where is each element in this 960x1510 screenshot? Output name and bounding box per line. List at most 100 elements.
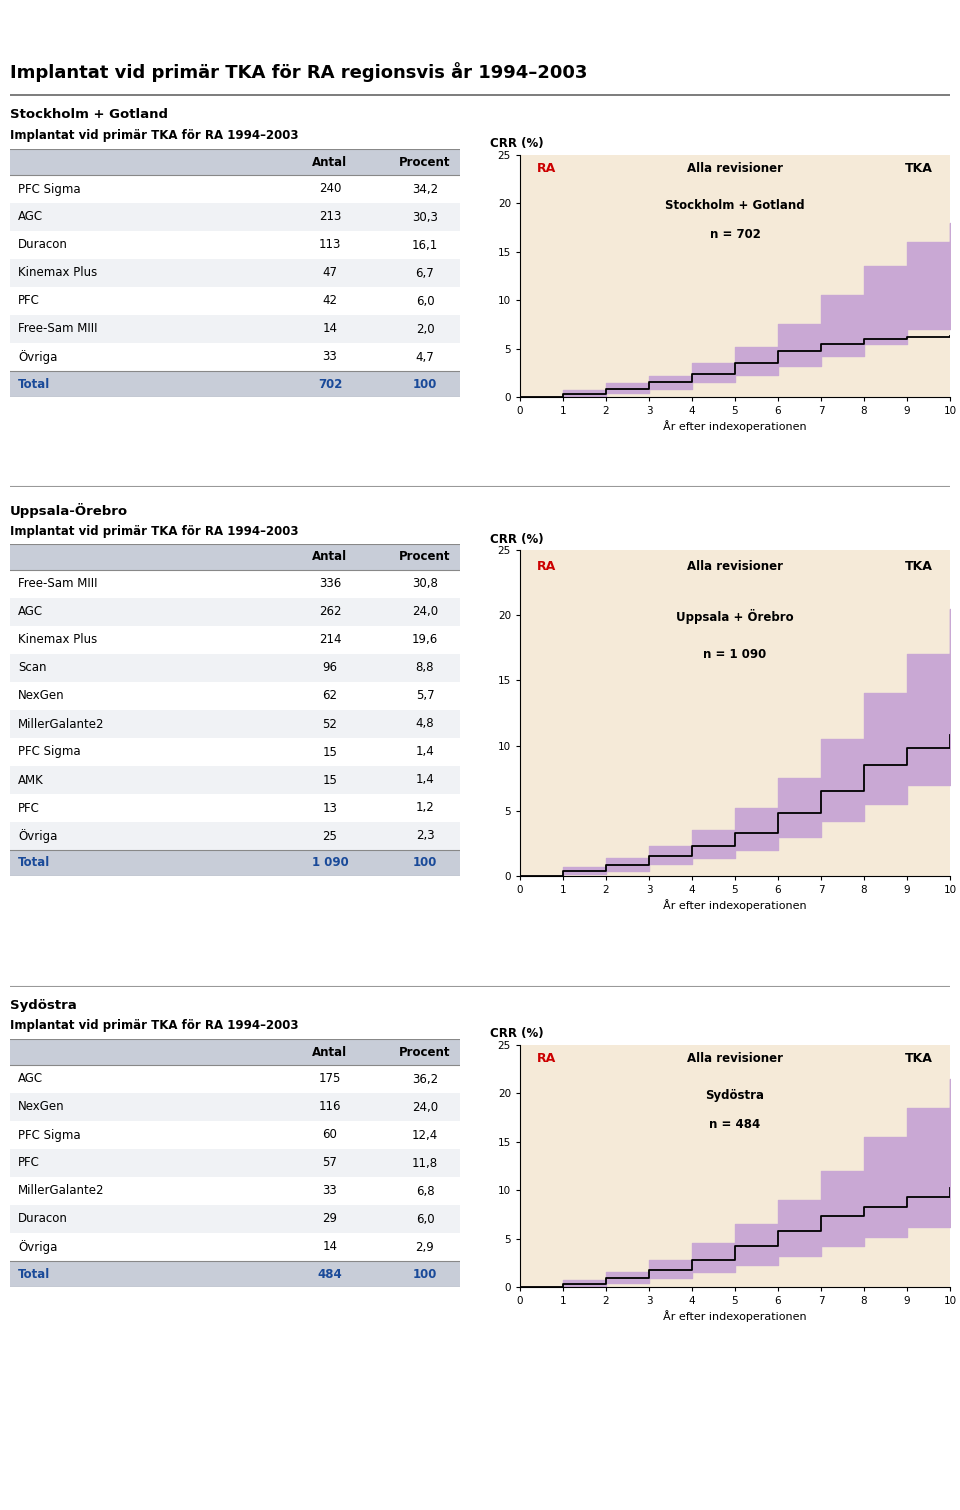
Text: 13: 13 xyxy=(323,802,337,814)
Bar xyxy=(10,1205,460,1234)
Text: Scan: Scan xyxy=(18,661,46,675)
Text: NexGen: NexGen xyxy=(18,690,64,702)
Text: NexGen: NexGen xyxy=(18,1101,64,1113)
Text: 25: 25 xyxy=(323,829,337,843)
Text: Övriga: Övriga xyxy=(18,1240,58,1253)
Text: 240: 240 xyxy=(319,183,341,195)
Text: 62: 62 xyxy=(323,690,338,702)
Text: PFC Sigma: PFC Sigma xyxy=(18,1128,81,1142)
X-axis label: År efter indexoperationen: År efter indexoperationen xyxy=(663,420,806,432)
Text: 24,0: 24,0 xyxy=(412,606,438,619)
Text: Free-Sam MIII: Free-Sam MIII xyxy=(18,323,98,335)
Text: 96: 96 xyxy=(323,661,338,675)
Text: Implantat vid primär TKA för RA regionsvis år 1994–2003: Implantat vid primär TKA för RA regionsv… xyxy=(10,62,588,83)
Text: n = 1 090: n = 1 090 xyxy=(704,648,767,661)
Text: 214: 214 xyxy=(319,634,341,646)
Text: Implantat vid primär TKA för RA 1994–2003: Implantat vid primär TKA för RA 1994–200… xyxy=(10,130,299,142)
Text: Sydöstra: Sydöstra xyxy=(706,1089,764,1102)
Text: Sydöstra: Sydöstra xyxy=(10,998,77,1012)
Text: 1,2: 1,2 xyxy=(416,802,434,814)
Text: 24,0: 24,0 xyxy=(412,1101,438,1113)
Text: 100: 100 xyxy=(413,1267,437,1280)
Text: Total: Total xyxy=(18,856,50,870)
Bar xyxy=(10,149,460,175)
Text: 6,8: 6,8 xyxy=(416,1184,434,1197)
Text: 11,8: 11,8 xyxy=(412,1157,438,1170)
Text: 16,1: 16,1 xyxy=(412,239,438,252)
Text: RA: RA xyxy=(538,560,557,572)
X-axis label: År efter indexoperationen: År efter indexoperationen xyxy=(663,1311,806,1323)
Text: Kinemax Plus: Kinemax Plus xyxy=(18,266,97,279)
Text: n = 484: n = 484 xyxy=(709,1117,760,1131)
Bar xyxy=(10,821,460,850)
Bar xyxy=(10,1093,460,1120)
Text: 57: 57 xyxy=(323,1157,337,1170)
Text: n = 702: n = 702 xyxy=(709,228,760,240)
Text: AMK: AMK xyxy=(18,773,44,787)
Text: 100: 100 xyxy=(413,378,437,391)
Text: 113: 113 xyxy=(319,239,341,252)
Text: Total: Total xyxy=(18,378,50,391)
Text: Uppsala-Örebro: Uppsala-Örebro xyxy=(10,503,128,518)
Text: Alla revisioner: Alla revisioner xyxy=(687,162,783,175)
Text: ÅRSRAPPORT 2005 – SVENSKA KNÄPLASTIKREGISTRET – DEL II: ÅRSRAPPORT 2005 – SVENSKA KNÄPLASTIKREGI… xyxy=(12,12,480,24)
Text: PFC: PFC xyxy=(18,294,40,308)
Text: 42: 42 xyxy=(323,294,338,308)
Text: 34,2: 34,2 xyxy=(412,183,438,195)
Text: 1,4: 1,4 xyxy=(416,746,434,758)
Text: Antal: Antal xyxy=(312,156,348,169)
Text: TKA: TKA xyxy=(905,560,933,572)
Text: 47: 47 xyxy=(323,266,338,279)
Text: 213: 213 xyxy=(319,210,341,223)
Text: Övriga: Övriga xyxy=(18,829,58,843)
Text: 15: 15 xyxy=(323,746,337,758)
Text: 484: 484 xyxy=(318,1267,343,1280)
Text: PFC: PFC xyxy=(18,1157,40,1170)
Text: MillerGalante2: MillerGalante2 xyxy=(18,717,105,731)
Text: 6,0: 6,0 xyxy=(416,294,434,308)
Bar xyxy=(10,1261,460,1287)
Text: 19,6: 19,6 xyxy=(412,634,438,646)
Text: AGC: AGC xyxy=(18,606,43,619)
Text: 60: 60 xyxy=(323,1128,337,1142)
Text: RA: RA xyxy=(538,1052,557,1065)
Text: TKA: TKA xyxy=(905,1052,933,1065)
Text: 336: 336 xyxy=(319,577,341,590)
Text: Antal: Antal xyxy=(312,1045,348,1059)
Text: Alla revisioner: Alla revisioner xyxy=(687,560,783,572)
Text: Free-Sam MIII: Free-Sam MIII xyxy=(18,577,98,590)
Text: 8,8: 8,8 xyxy=(416,661,434,675)
Bar xyxy=(10,710,460,738)
Text: 6,0: 6,0 xyxy=(416,1213,434,1226)
Bar xyxy=(10,371,460,397)
Text: AGC: AGC xyxy=(18,210,43,223)
Text: Procent: Procent xyxy=(399,156,451,169)
Text: 100: 100 xyxy=(413,856,437,870)
Text: Kinemax Plus: Kinemax Plus xyxy=(18,634,97,646)
Text: CRR (%): CRR (%) xyxy=(490,533,543,545)
Text: Implantat vid primär TKA för RA 1994–2003: Implantat vid primär TKA för RA 1994–200… xyxy=(10,524,299,538)
Text: 33: 33 xyxy=(323,1184,337,1197)
Text: Stockholm + Gotland: Stockholm + Gotland xyxy=(10,109,168,121)
Bar xyxy=(10,544,460,569)
Text: 2,3: 2,3 xyxy=(416,829,434,843)
Text: RA: RA xyxy=(538,162,557,175)
Bar xyxy=(10,316,460,343)
Text: 30,3: 30,3 xyxy=(412,210,438,223)
Text: 702: 702 xyxy=(318,378,342,391)
Text: 29: 29 xyxy=(323,1213,338,1226)
Text: PFC: PFC xyxy=(18,802,40,814)
Text: Procent: Procent xyxy=(399,551,451,563)
Text: Övriga: Övriga xyxy=(18,350,58,364)
Text: 5,7: 5,7 xyxy=(416,690,434,702)
Text: PFC Sigma: PFC Sigma xyxy=(18,183,81,195)
Text: 2,0: 2,0 xyxy=(416,323,434,335)
Bar xyxy=(10,766,460,794)
Text: 15: 15 xyxy=(323,773,337,787)
Text: 2,9: 2,9 xyxy=(416,1241,434,1253)
Text: PFC Sigma: PFC Sigma xyxy=(18,746,81,758)
Bar xyxy=(10,850,460,876)
Text: 52: 52 xyxy=(323,717,337,731)
Text: Uppsala + Örebro: Uppsala + Örebro xyxy=(676,609,794,624)
Text: 116: 116 xyxy=(319,1101,341,1113)
